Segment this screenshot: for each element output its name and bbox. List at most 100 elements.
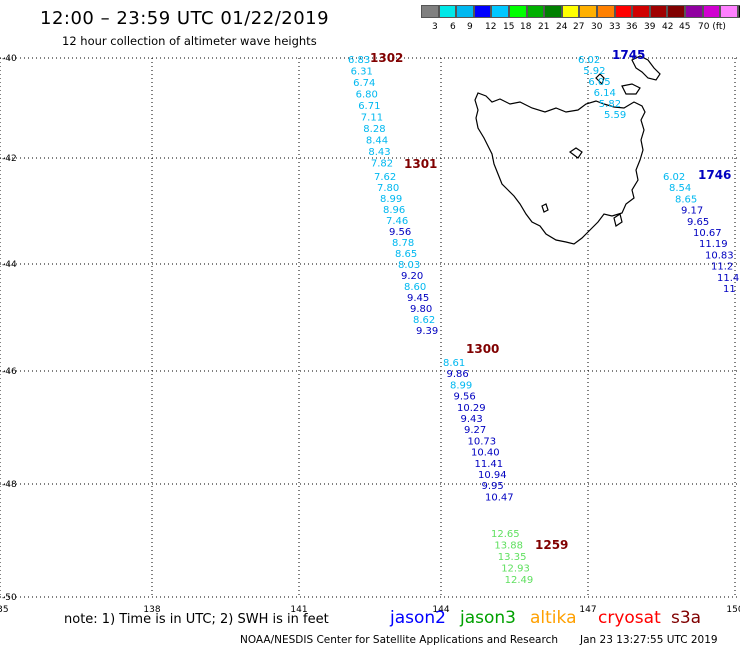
wave-height-value: 8.62	[413, 315, 435, 326]
color-scale-label: 21	[538, 22, 550, 32]
wave-height-value: 7.11	[361, 113, 383, 124]
wave-height-value: 5.92	[583, 66, 605, 77]
color-swatch	[614, 5, 633, 18]
wave-height-value: 10.83	[705, 250, 734, 261]
wave-height-value: 6.02	[663, 172, 685, 183]
map-grid: 135 138 141 144 147 150 -40 -42 -44 -46 -48 -50	[0, 54, 740, 615]
color-scale-label: 9	[467, 22, 473, 32]
wave-height-color-scale	[421, 5, 740, 18]
wave-height-value: 8.03	[398, 260, 420, 271]
color-scale-label: 30	[591, 22, 603, 32]
wave-height-value: 6.02	[578, 55, 600, 66]
wave-height-value: 9.86	[447, 369, 469, 380]
color-scale-label: 18	[520, 22, 532, 32]
wave-height-value: 9.27	[464, 425, 486, 436]
wave-height-value: 9.65	[687, 217, 709, 228]
wave-height-value: 9.95	[482, 481, 504, 492]
tasmania-mainland-outline	[474, 92, 646, 245]
wave-height-value: 8.60	[404, 282, 426, 293]
wave-height-value: 10.40	[471, 448, 500, 459]
wave-height-value: 8.65	[675, 194, 697, 205]
wave-height-value: 6.71	[358, 101, 380, 112]
wave-height-value: 9.17	[681, 206, 703, 217]
wave-height-value: 11.19	[699, 239, 728, 250]
wave-height-value: 10.47	[485, 492, 514, 503]
longitude-tick-label: 135	[0, 605, 9, 615]
color-swatch	[508, 5, 527, 18]
wave-height-value: 7.46	[386, 216, 408, 227]
pass-time-label: 1300	[466, 342, 499, 356]
latitude-tick-label: -50	[2, 593, 17, 603]
color-swatch	[579, 5, 597, 18]
wave-height-value: 5.82	[599, 99, 621, 110]
wave-height-value: 11.4	[717, 273, 739, 284]
color-swatch	[684, 5, 703, 18]
color-swatch	[561, 5, 580, 18]
color-swatch	[421, 5, 439, 18]
pass-time-label: 1302	[370, 51, 403, 65]
longitude-tick-label: 144	[432, 605, 449, 615]
color-swatch	[596, 5, 615, 18]
wave-height-value: 12.93	[501, 564, 530, 575]
map-subtitle: 12 hour collection of altimeter wave hei…	[62, 34, 317, 48]
map-title: 12:00 – 23:59 UTC 01/22/2019	[40, 8, 330, 29]
color-scale-label: 33	[609, 22, 621, 32]
wave-height-value: 8.99	[380, 194, 402, 205]
wave-height-value: 9.20	[401, 271, 423, 282]
longitude-tick-label: 138	[143, 605, 160, 615]
color-swatch	[737, 5, 740, 18]
color-swatch	[456, 5, 474, 18]
wave-height-value: 9.45	[407, 293, 429, 304]
color-swatch	[667, 5, 685, 18]
color-swatch	[526, 5, 545, 18]
color-swatch	[720, 5, 738, 18]
wave-height-value: 13.35	[498, 552, 527, 563]
king-island-outline	[595, 73, 605, 86]
wave-height-value: 5.59	[604, 110, 626, 121]
color-scale-label: 3	[432, 22, 438, 32]
wave-height-value: 8.43	[368, 147, 390, 158]
track-labels: 6.836.316.746.806.717.118.288.448.437.82…	[348, 48, 739, 586]
wave-height-value: 6.31	[351, 67, 373, 78]
color-swatch	[649, 5, 668, 18]
color-scale-label: 27	[573, 22, 585, 32]
pass-time-label: 1259	[535, 538, 568, 552]
wave-height-value: 12.65	[491, 529, 520, 540]
wave-height-value: 6.74	[353, 78, 375, 89]
color-scale-label: 12	[485, 22, 497, 32]
wave-height-value: 8.61	[443, 358, 465, 369]
cape-barren-island-outline	[621, 83, 641, 95]
wave-height-value: 7.62	[374, 172, 396, 183]
wave-height-value: 8.28	[363, 124, 385, 135]
color-swatch	[632, 5, 650, 18]
wave-height-value: 8.65	[395, 249, 417, 260]
color-scale-label: 70 (ft)	[698, 22, 726, 32]
wave-height-value: 8.96	[383, 205, 405, 216]
color-scale-label: 15	[503, 22, 515, 32]
footer-credit: NOAA/NESDIS Center for Satellite Applica…	[240, 634, 558, 646]
bruny-island-outline	[613, 213, 623, 227]
wave-height-value: 13.88	[494, 541, 523, 552]
legend-item-cryosat: cryosat	[598, 608, 661, 628]
legend-item-jason2: jason2	[390, 608, 446, 628]
wave-height-value: 8.78	[392, 238, 414, 249]
map-note: note: 1) Time is in UTC; 2) SWH is in fe…	[64, 612, 329, 627]
wave-height-value: 6.80	[356, 90, 378, 101]
wave-height-value: 9.56	[389, 227, 411, 238]
lake-outline	[568, 147, 583, 159]
latitude-tick-label: -48	[2, 480, 17, 490]
color-scale-label: 45	[679, 22, 691, 32]
wave-height-value: 9.56	[454, 392, 476, 403]
wave-height-value: 7.80	[377, 183, 399, 194]
color-swatch	[702, 5, 721, 18]
wave-height-value: 6.83	[348, 55, 370, 66]
wave-height-value: 11.2	[711, 262, 733, 273]
footer-timestamp: Jan 23 13:27:55 UTC 2019	[580, 634, 718, 646]
color-swatch	[473, 5, 492, 18]
wave-height-value: 8.54	[669, 183, 691, 194]
color-swatch	[544, 5, 562, 18]
islet-outline	[541, 203, 549, 213]
pass-time-label: 1301	[404, 157, 437, 171]
